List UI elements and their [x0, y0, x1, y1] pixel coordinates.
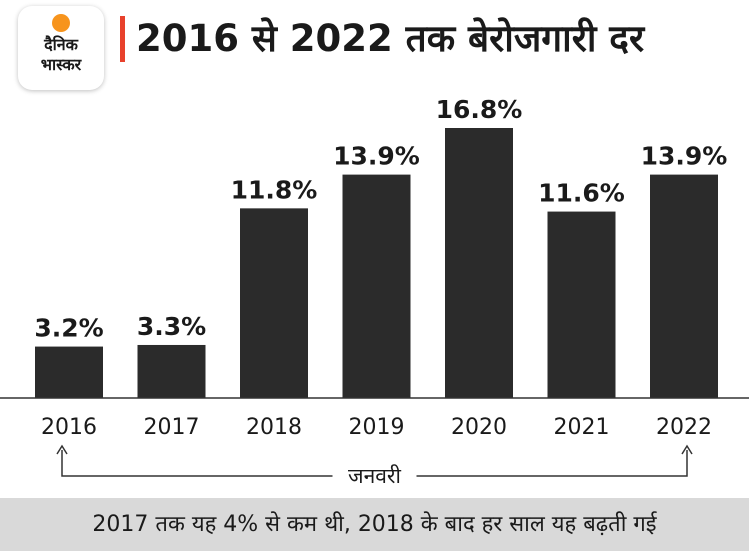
- arrow-up-icon: [56, 444, 68, 455]
- arrow-up-icon: [681, 444, 693, 455]
- tick-label-2018: 2018: [246, 415, 302, 440]
- bar-2022: [650, 174, 718, 398]
- tick-label-2016: 2016: [41, 415, 97, 440]
- sun-icon: [52, 14, 70, 32]
- bar-chart: 3.2% 2016 3.3% 2017 11.8% 2018 13.9% 2019 16.8% 2…: [0, 95, 749, 488]
- footer-note-band: 2017 तक यह 4% से कम थी, 2018 के बाद हर स…: [0, 498, 749, 551]
- value-label-2020: 16.8%: [436, 95, 523, 124]
- bar-2018: [240, 208, 308, 398]
- bar-2019: [342, 174, 411, 398]
- tick-label-2021: 2021: [554, 415, 610, 440]
- bracket-left-line: [61, 450, 333, 477]
- x-axis-label: जनवरी: [348, 464, 402, 488]
- tick-label-2019: 2019: [349, 415, 405, 440]
- chart-title: 2016 से 2022 तक बेरोजगारी दर: [136, 17, 645, 60]
- dainik-bhaskar-logo: दैनिक भास्कर: [18, 6, 104, 90]
- value-label-2018: 11.8%: [231, 175, 318, 204]
- value-label-2021: 11.6%: [538, 179, 625, 208]
- bar-2020: [445, 128, 513, 398]
- bar-2017: [137, 344, 206, 398]
- tick-label-2017: 2017: [144, 415, 200, 440]
- tick-label-2020: 2020: [451, 415, 507, 440]
- title-accent-bar: [120, 16, 125, 62]
- value-label-2017: 3.3%: [137, 312, 206, 341]
- bar-2016: [35, 346, 103, 398]
- value-label-2022: 13.9%: [641, 142, 728, 171]
- tick-label-2022: 2022: [656, 415, 712, 440]
- logo-line2: भास्कर: [40, 55, 82, 74]
- footer-note: 2017 तक यह 4% से कम थी, 2018 के बाद हर स…: [92, 512, 657, 537]
- value-label-2019: 13.9%: [333, 142, 420, 171]
- value-label-2016: 3.2%: [34, 314, 103, 343]
- bracket-right-line: [416, 450, 688, 477]
- logo-line1: दैनिक: [44, 35, 78, 54]
- bar-2021: [547, 211, 616, 398]
